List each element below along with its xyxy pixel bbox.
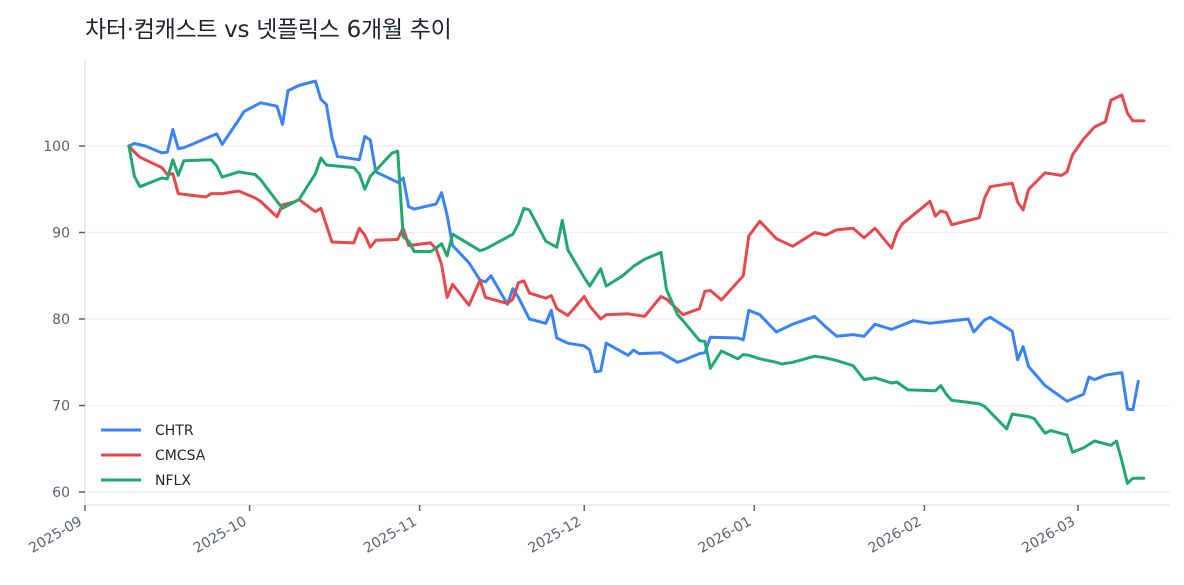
x-tick-label: 2025-12 — [526, 514, 585, 557]
x-tick-label: 2026-03 — [1019, 514, 1078, 557]
chart-title: 차터·컴캐스트 vs 넷플릭스 6개월 추이 — [85, 17, 452, 43]
y-tick-label: 60 — [52, 485, 70, 501]
x-tick-label: 2025-11 — [361, 514, 420, 557]
series-line-nflx — [127, 144, 1146, 485]
axes — [84, 60, 1170, 506]
x-tick-label: 2025-10 — [191, 514, 250, 557]
series-line-chtr — [127, 79, 1140, 412]
y-tick-label: 90 — [52, 226, 70, 242]
legend-label: CMCSA — [155, 448, 206, 464]
legend-label: CHTR — [155, 423, 194, 439]
series-lines — [127, 79, 1146, 485]
x-tick-label: 2026-02 — [866, 514, 925, 557]
gridlines — [85, 145, 1170, 493]
y-tick-label: 70 — [52, 399, 70, 415]
x-tick-label: 2026-01 — [696, 514, 755, 557]
legend: CHTR CMCSA NFLX — [101, 423, 206, 489]
legend-label: NFLX — [155, 473, 191, 489]
y-axis-ticks: 60 70 80 90 100 — [43, 139, 85, 501]
x-axis-ticks: 2025-09 2025-10 2025-11 2025-12 2026-01 2026-… — [26, 505, 1079, 557]
y-tick-label: 100 — [43, 139, 70, 155]
x-tick-label: 2025-09 — [26, 514, 85, 557]
y-tick-label: 80 — [52, 312, 70, 328]
